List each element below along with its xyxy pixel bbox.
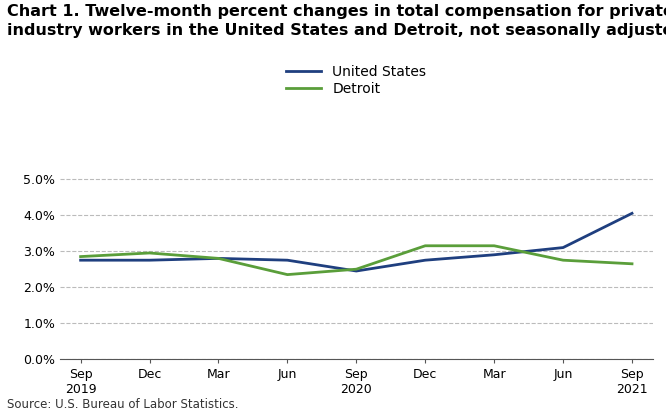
United States <box>146 258 154 263</box>
Detroit <box>284 272 292 277</box>
Detroit <box>146 251 154 256</box>
Text: Source: U.S. Bureau of Labor Statistics.: Source: U.S. Bureau of Labor Statistics. <box>7 398 238 411</box>
United States <box>214 256 222 261</box>
United States <box>77 258 85 263</box>
Detroit <box>490 243 498 248</box>
Detroit <box>352 267 360 272</box>
Legend: United States, Detroit: United States, Detroit <box>286 65 426 96</box>
Detroit <box>628 261 636 266</box>
Detroit <box>559 258 567 263</box>
United States <box>352 268 360 273</box>
United States <box>490 252 498 257</box>
Detroit <box>421 243 429 248</box>
Detroit <box>77 254 85 259</box>
United States <box>421 258 429 263</box>
United States <box>559 245 567 250</box>
Line: Detroit: Detroit <box>81 246 632 275</box>
Text: Chart 1. Twelve-month percent changes in total compensation for private
industry: Chart 1. Twelve-month percent changes in… <box>7 4 666 38</box>
United States <box>628 211 636 216</box>
Line: United States: United States <box>81 214 632 271</box>
Detroit <box>214 256 222 261</box>
United States <box>284 258 292 263</box>
